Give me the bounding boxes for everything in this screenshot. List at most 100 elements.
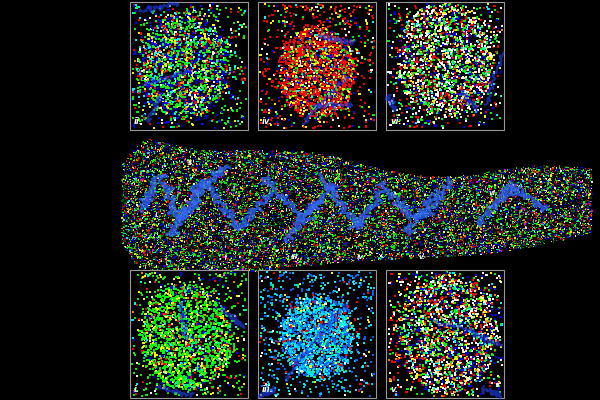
Point: [199, 380, 208, 386]
Point: [298, 205, 308, 212]
Point: [550, 168, 559, 175]
Point: [250, 183, 259, 189]
Point: [281, 248, 290, 254]
Point: [250, 259, 260, 265]
Point: [329, 154, 338, 160]
Point: [188, 238, 198, 245]
Point: [191, 188, 200, 194]
Point: [569, 204, 578, 210]
Point: [440, 56, 449, 62]
Point: [531, 211, 541, 217]
Point: [277, 53, 286, 59]
Point: [476, 330, 486, 337]
Point: [194, 166, 204, 172]
Point: [211, 299, 221, 306]
Point: [442, 244, 451, 250]
Point: [305, 211, 314, 217]
Point: [269, 215, 278, 221]
Point: [389, 203, 398, 209]
Point: [435, 229, 445, 235]
Point: [211, 175, 221, 182]
Point: [358, 174, 368, 180]
Point: [404, 62, 413, 68]
Point: [481, 352, 491, 359]
Point: [268, 198, 278, 204]
Point: [485, 230, 494, 237]
Point: [376, 194, 386, 200]
Point: [478, 215, 487, 222]
Point: [329, 342, 338, 348]
Point: [317, 41, 326, 47]
Point: [445, 4, 455, 10]
Point: [332, 252, 341, 258]
Point: [200, 222, 209, 228]
Point: [532, 195, 542, 202]
Point: [415, 32, 425, 38]
Point: [449, 251, 458, 258]
Point: [490, 284, 499, 291]
Point: [130, 205, 139, 212]
Point: [392, 239, 402, 246]
Point: [343, 100, 352, 106]
Point: [214, 76, 223, 83]
Point: [508, 167, 518, 174]
Point: [148, 222, 158, 228]
Point: [132, 182, 142, 188]
Point: [155, 76, 165, 83]
Point: [379, 168, 388, 175]
Point: [364, 193, 374, 200]
Point: [317, 326, 326, 332]
Point: [141, 232, 151, 238]
Point: [378, 230, 388, 236]
Point: [571, 221, 581, 227]
Point: [157, 72, 167, 78]
Point: [268, 233, 277, 240]
Point: [293, 327, 303, 334]
Point: [338, 302, 347, 308]
Point: [364, 215, 373, 221]
Point: [148, 93, 157, 99]
Point: [478, 207, 488, 213]
Point: [581, 168, 590, 174]
Point: [360, 202, 370, 208]
Point: [325, 191, 335, 198]
Point: [467, 230, 477, 236]
Point: [311, 166, 320, 172]
Point: [298, 60, 307, 66]
Point: [340, 252, 350, 258]
Point: [371, 209, 380, 216]
Point: [120, 223, 130, 229]
Point: [470, 69, 480, 75]
Point: [197, 360, 206, 366]
Point: [371, 165, 380, 171]
Point: [439, 30, 448, 36]
Point: [448, 347, 457, 354]
Point: [143, 36, 152, 42]
Point: [325, 160, 335, 166]
Point: [359, 336, 369, 342]
Point: [158, 241, 167, 247]
Point: [285, 334, 295, 341]
Point: [492, 206, 502, 212]
Point: [277, 233, 287, 239]
Point: [259, 237, 269, 244]
Point: [296, 365, 305, 371]
Point: [578, 202, 587, 209]
Point: [389, 325, 399, 332]
Point: [416, 290, 426, 296]
Point: [162, 183, 172, 189]
Point: [206, 217, 215, 224]
Point: [419, 183, 428, 189]
Point: [268, 282, 278, 288]
Point: [370, 173, 380, 180]
Point: [407, 26, 417, 33]
Point: [454, 231, 463, 237]
Point: [386, 191, 396, 197]
Point: [566, 216, 576, 222]
Point: [459, 26, 469, 32]
Point: [464, 365, 473, 372]
Point: [249, 212, 259, 219]
Point: [362, 220, 371, 227]
Point: [322, 38, 331, 44]
Point: [149, 97, 158, 103]
